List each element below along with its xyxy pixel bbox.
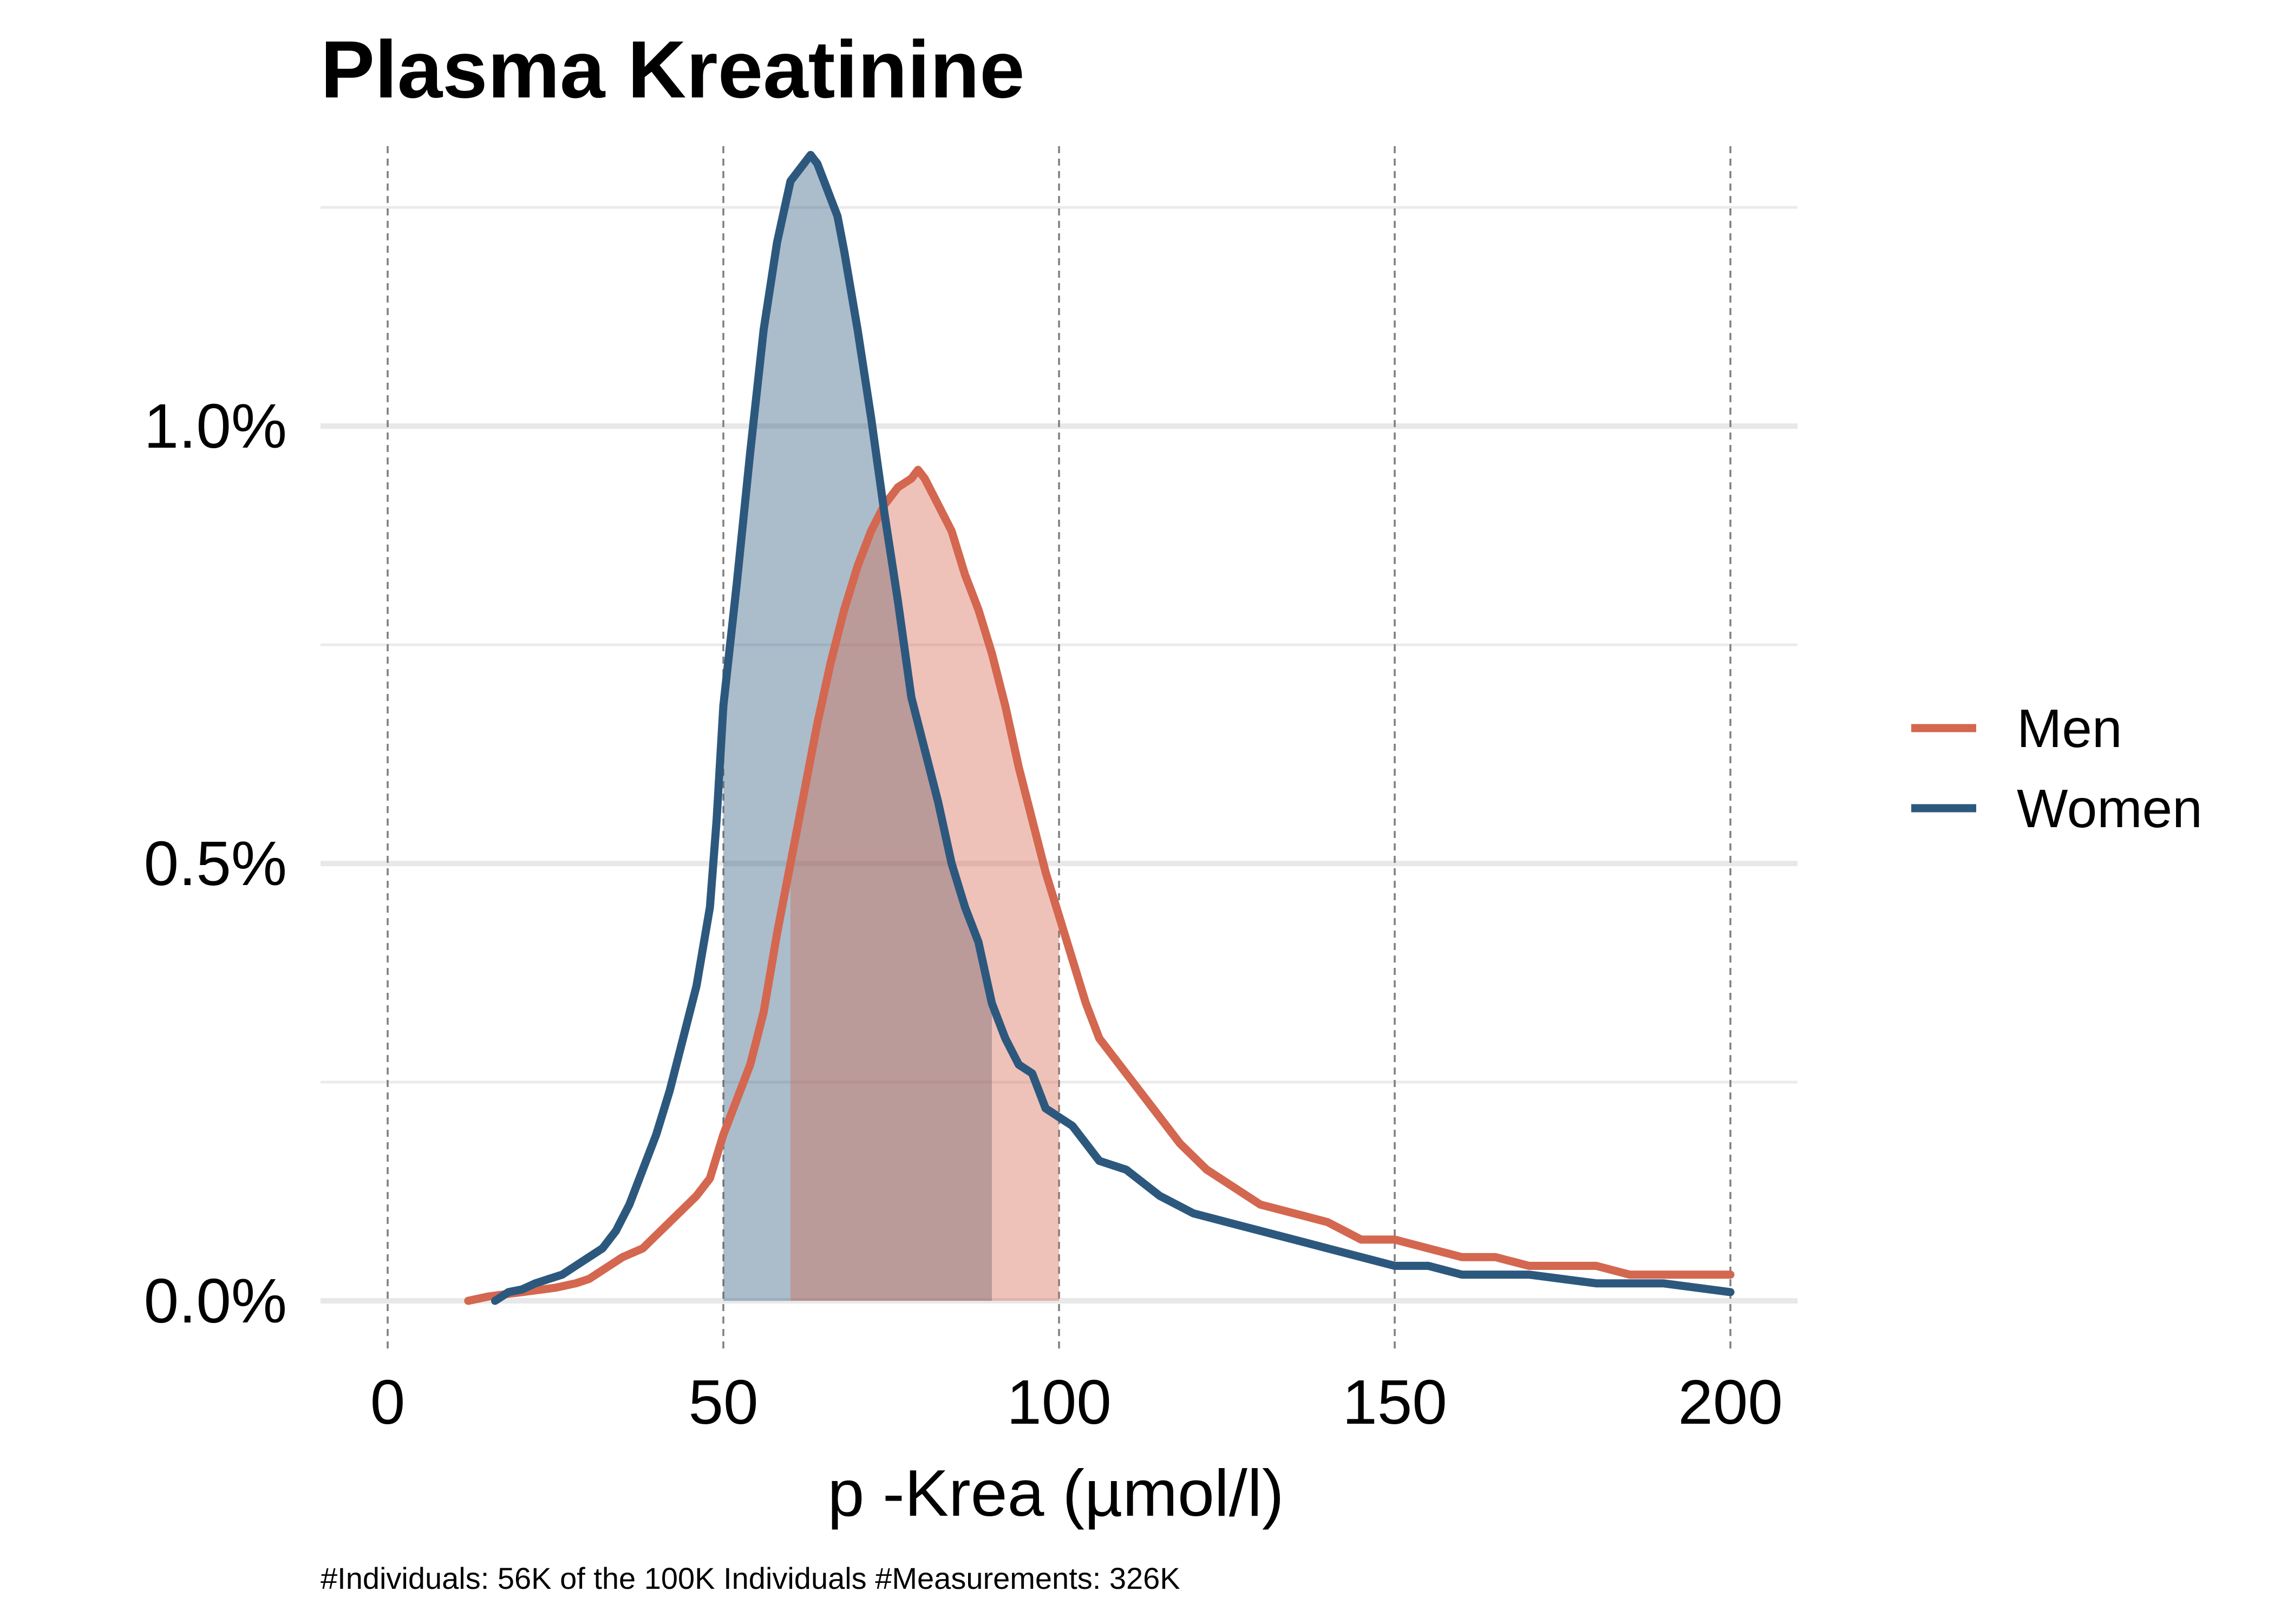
legend-label-men: Men [2017,698,2122,759]
y-tick-label: 0.5% [144,828,287,899]
x-tick-label: 200 [1678,1367,1783,1437]
y-tick-label: 1.0% [144,391,287,461]
shaded-ranges [723,155,1059,1301]
density-line-women [491,150,1735,1305]
x-tick-label: 150 [1342,1367,1447,1437]
x-tick-label: 100 [1007,1367,1112,1437]
y-axis-ticks: 0.0% 0.5% 1.0% [144,391,287,1336]
x-tick-label: 0 [370,1367,406,1437]
legend-label-women: Women [2017,778,2203,839]
shaded-range-women [723,155,992,1301]
y-tick-label: 0.0% [144,1266,287,1336]
shaded-range-men [790,469,1059,1301]
density-line-men [464,466,1735,1305]
legend: Men Women [1911,698,2203,839]
x-axis-title: p -Krea (µmol/l) [827,1456,1284,1530]
x-axis-ticks: 0 50 100 150 200 [370,1367,1783,1437]
density-lines [464,150,1735,1305]
chart-title: Plasma Kreatinine [321,24,1025,115]
x-tick-label: 50 [688,1367,758,1437]
chart-caption: #Individuals: 56K of the 100K Individual… [321,1561,1180,1595]
